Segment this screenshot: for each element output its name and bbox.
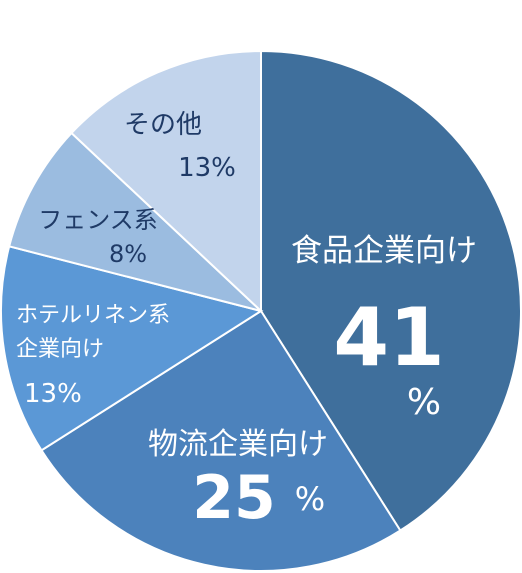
slice-label-other: その他 bbox=[124, 110, 202, 140]
slice-label-fence: フェンス系 bbox=[38, 206, 158, 234]
pie-slice-fence bbox=[7, 131, 262, 312]
pie-slice-hotel bbox=[0, 245, 264, 452]
slice-value-food: 41 bbox=[333, 291, 444, 384]
slice-label-hotel-line1: ホテルリネン系 bbox=[16, 303, 170, 328]
slice-value-hotel: 13% bbox=[24, 379, 82, 409]
pie-slice-logistics bbox=[40, 309, 402, 572]
slice-unit-logistics: % bbox=[295, 480, 325, 518]
pie-slice-food bbox=[260, 49, 522, 532]
pie-slices bbox=[0, 49, 522, 572]
slice-value-logistics: 25 bbox=[192, 463, 276, 533]
slice-value-fence: 8% bbox=[109, 240, 147, 268]
slice-label-hotel-line2: 企業向け bbox=[16, 337, 104, 362]
slice-label-food: 食品企業向け bbox=[291, 233, 477, 269]
pie-slice-other bbox=[70, 49, 262, 314]
slice-label-logistics: 物流企業向け bbox=[148, 427, 328, 462]
slice-unit-food: % bbox=[407, 382, 441, 423]
slice-value-other: 13% bbox=[178, 153, 236, 183]
